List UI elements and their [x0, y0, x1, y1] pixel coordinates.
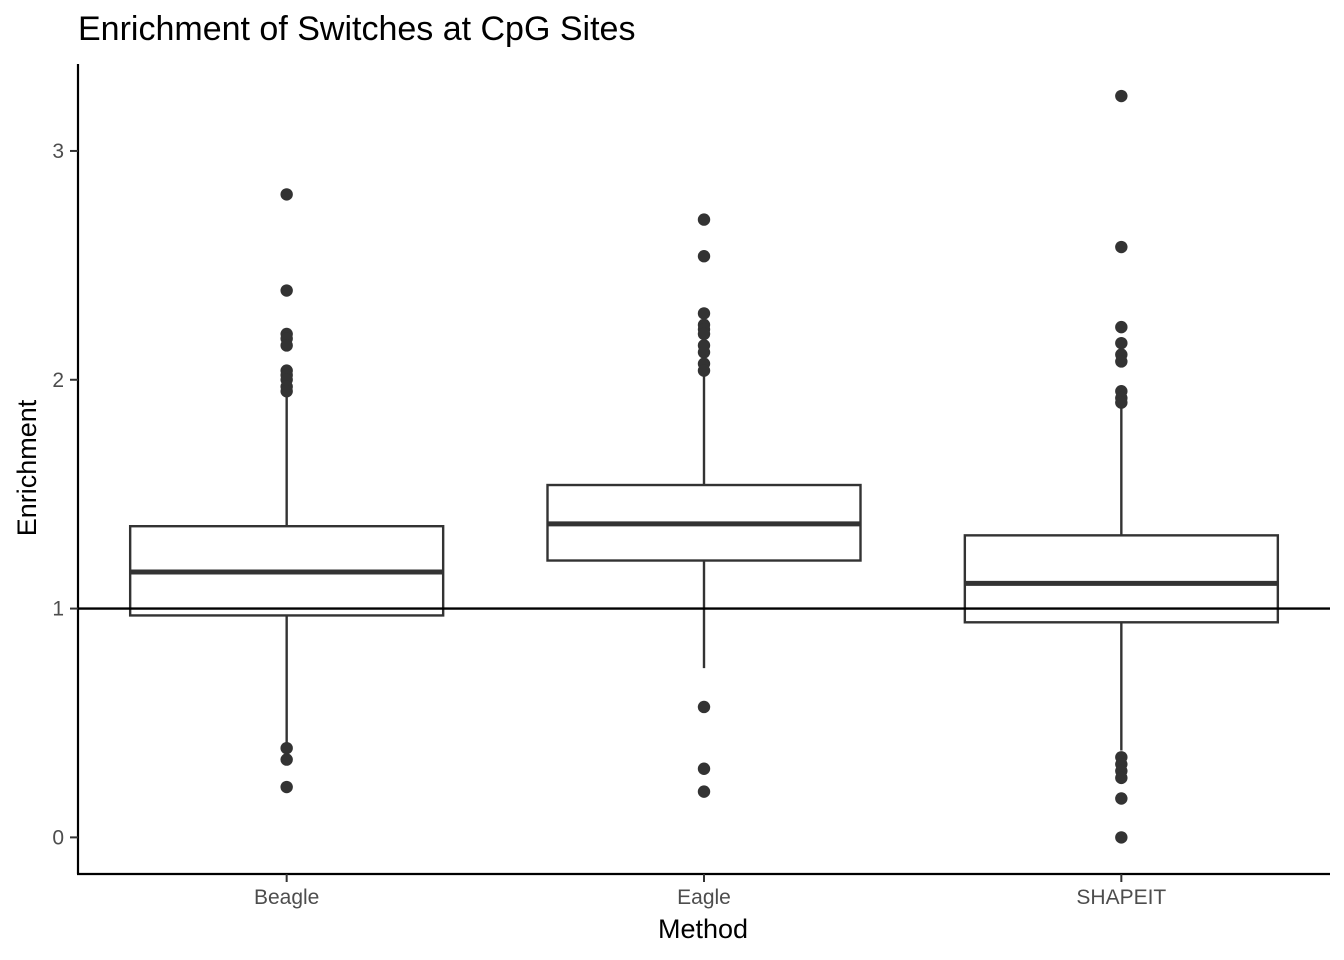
- y-axis-ticks: 0 1 2 3: [52, 140, 78, 849]
- outlier-point: [1115, 792, 1128, 805]
- x-axis-title: Method: [658, 914, 748, 944]
- outlier-point: [280, 339, 293, 352]
- outlier-point: [697, 307, 711, 320]
- outlier-point: [280, 385, 293, 398]
- y-tick-label: 1: [52, 598, 64, 621]
- outlier-point: [697, 213, 711, 226]
- outlier-point: [280, 753, 293, 766]
- y-tick-label: 0: [52, 826, 64, 849]
- outlier-point: [1115, 320, 1128, 334]
- x-tick-label: SHAPEIT: [1076, 886, 1166, 909]
- outlier-point: [280, 741, 293, 755]
- outlier-point: [697, 346, 711, 359]
- y-tick-label: 3: [52, 140, 64, 163]
- outlier-point: [697, 700, 711, 714]
- outlier-point: [1115, 831, 1128, 844]
- outlier-point: [697, 327, 711, 341]
- box-eagle: [546, 213, 862, 798]
- y-axis-title: Enrichment: [12, 399, 42, 536]
- x-axis-ticks: Beagle Eagle SHAPEIT: [254, 874, 1166, 909]
- outlier-point: [1115, 336, 1128, 350]
- outlier-point: [1115, 771, 1128, 785]
- x-tick-label: Eagle: [677, 886, 731, 909]
- x-tick-label: Beagle: [254, 886, 319, 909]
- outlier-point: [1115, 240, 1128, 254]
- box-shapeit: [963, 89, 1280, 844]
- outlier-point: [1115, 89, 1128, 103]
- outlier-point: [280, 780, 293, 794]
- box-beagle: [128, 188, 445, 794]
- chart-title: Enrichment of Switches at CpG Sites: [78, 10, 635, 48]
- outlier-point: [697, 364, 711, 377]
- outlier-point: [697, 762, 711, 775]
- y-tick-label: 2: [52, 369, 64, 392]
- outlier-point: [280, 284, 293, 297]
- outlier-point: [697, 785, 711, 798]
- outlier-point: [280, 188, 293, 201]
- outlier-point: [697, 250, 711, 263]
- outlier-point: [1115, 355, 1128, 368]
- plot-area: [78, 89, 1330, 844]
- outlier-point: [1115, 396, 1128, 409]
